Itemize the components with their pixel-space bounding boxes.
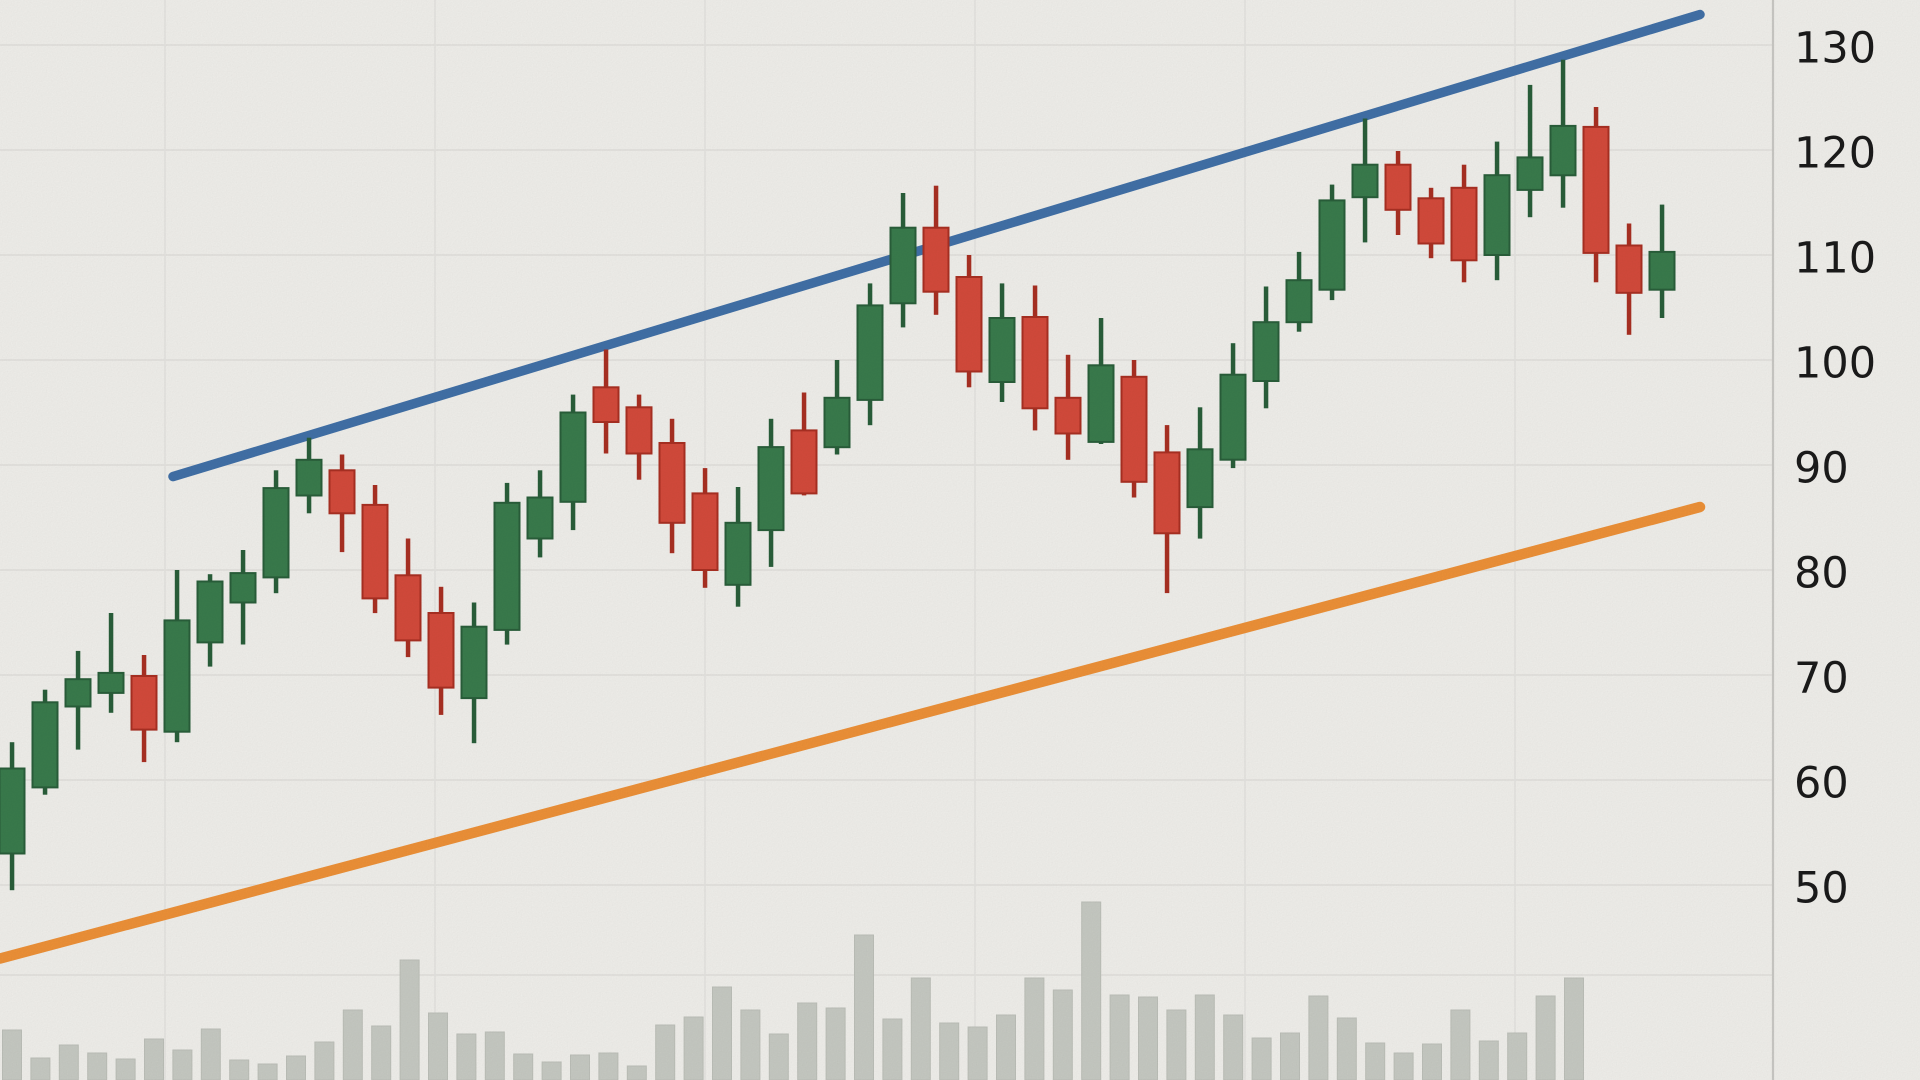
candlestick-chart: 130 120 110 100 90 80 70 60 50 [0,0,1920,1080]
paper-grain-texture [0,0,1920,1080]
